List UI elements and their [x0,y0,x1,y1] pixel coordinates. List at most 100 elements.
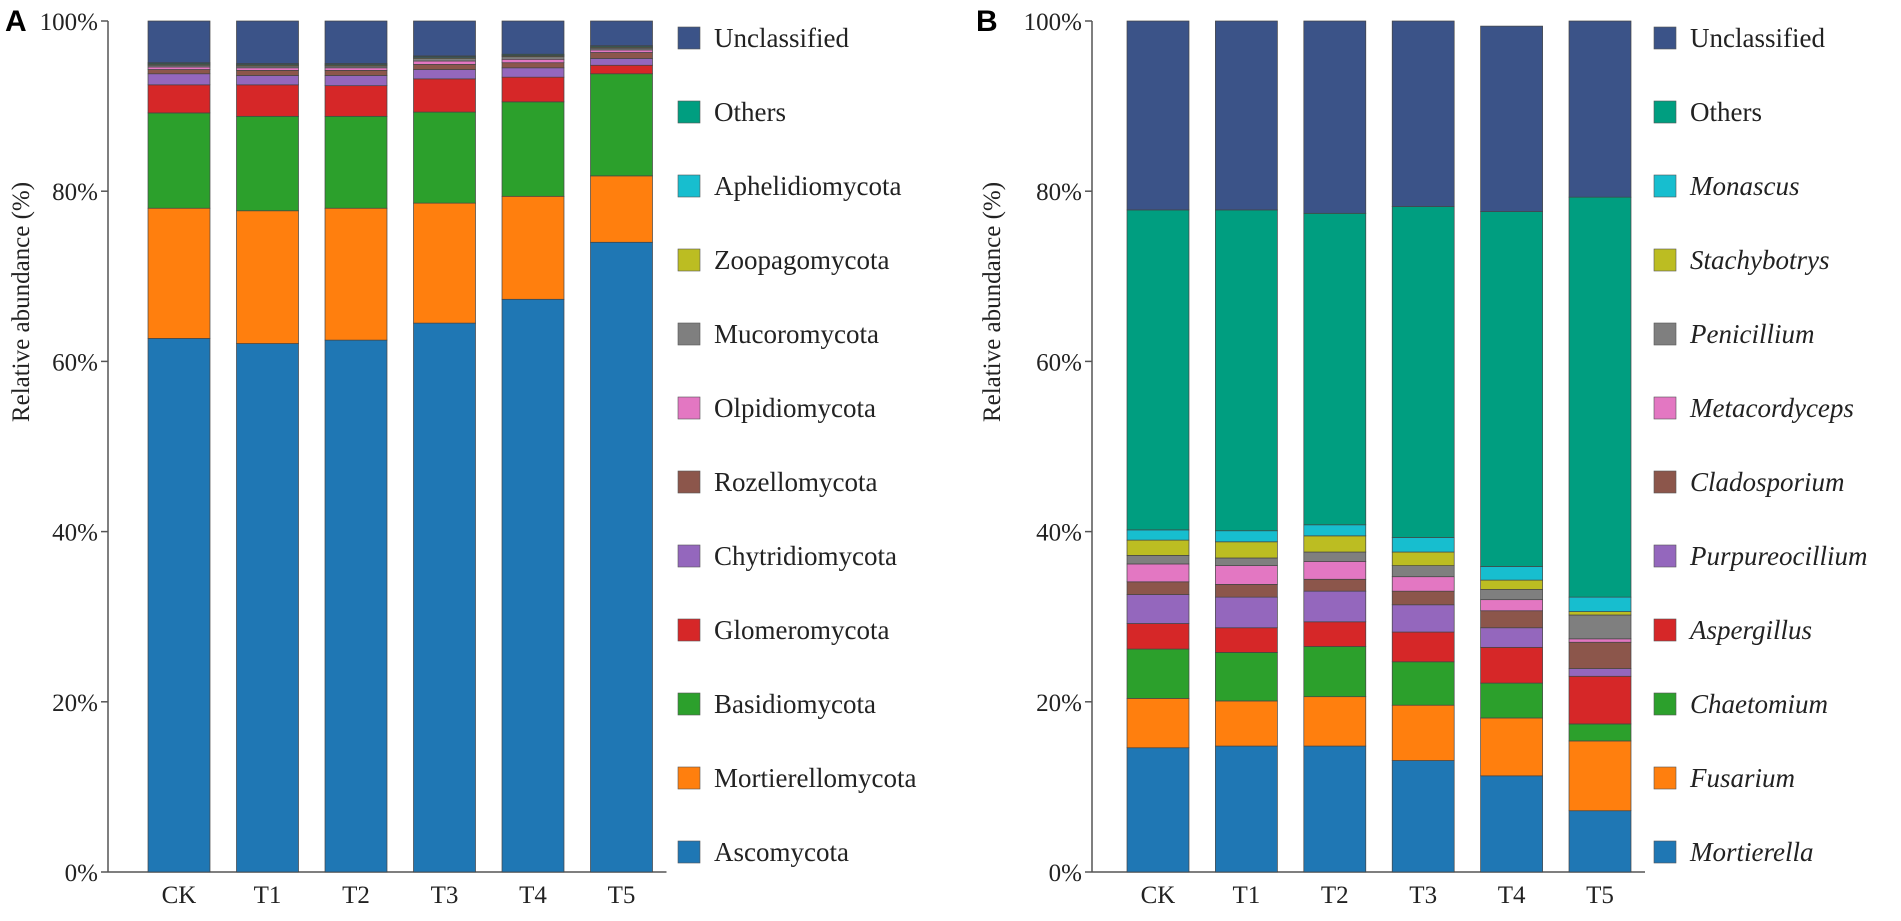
panel-a-bar-segment-t1-rozellomycota [236,70,299,76]
panel-a-legend-swatch-rozellomycota [677,470,701,494]
panel-a-bar-segment-t4-mucoromycota [501,56,565,60]
panel-b-bar-segment-t5-chaetomium [1568,723,1632,742]
panel-b-bar-segment-t1-others [1215,209,1278,532]
panel-b-bar-segment-t2-stachybotrys [1303,535,1367,553]
panel-a-legend-swatch-glomeromycota [677,618,701,642]
panel-a-legend-swatch-chytridiomycota [677,544,701,568]
panel-b-legend-swatch-others [1653,100,1677,124]
panel-a-bar-segment-t3-chytridiomycota [413,69,476,80]
panel-a-legend-swatch-basidiomycota [677,692,701,716]
panel-a-bar-segment-t3-mucoromycota [413,58,476,62]
panel-a-y-tick-label: 0% [65,860,98,887]
panel-b-bar-segment-ck-mortierella [1126,747,1190,873]
panel-a-bar-segment-t5-unclassified [590,20,653,47]
panel-a-legend-swatch-olpidiomycota [677,396,701,420]
panel-b-bar-segment-ck-chaetomium [1126,648,1190,699]
panel-b-legend-label-monascus: Monascus [1689,171,1800,201]
panel-b-bar-segment-t1-metacordyceps [1215,565,1278,585]
panel-b-letter: B [976,5,998,38]
panel-b-legend-label-chaetomium: Chaetomium [1690,689,1828,719]
panel-a-bar-segment-ck-mortierellomycota [147,207,211,339]
panel-a-y-tick-label: 20% [52,690,98,717]
panel-b-bar-segment-t2-monascus [1303,524,1367,537]
panel-b-bar-segment-t2-metacordyceps [1303,561,1367,580]
panel-a-bar-segment-ck-unclassified [147,20,211,64]
panel-a-legend-swatch-zoopagomycota [677,248,701,272]
panel-a-bar-segment-t5-olpidiomycota [590,49,653,53]
panel-b-legend-label-unclassified: Unclassified [1690,23,1825,53]
panel-b-bar-segment-t1-mortierella [1215,745,1278,873]
panel-b-bar-segment-t5-penicillium [1568,614,1632,640]
panel-a-bar-segment-t1-basidiomycota [236,115,299,212]
panel-a-bar-segment-t3-ascomycota [413,322,476,873]
panel-a-y-tick-label: 80% [52,179,98,206]
panel-a-x-tick-labels: CK T1 T2 T3 T4 T5 [162,882,636,909]
panel-b-bar-segment-t4-cladosporium [1480,610,1543,629]
panel-a-legend-label-basidiomycota: Basidiomycota [714,689,876,719]
panel-b-bar-segment-t4-unclassified [1480,25,1543,212]
panel-a-legend-label-olpidiomycota: Olpidiomycota [714,393,876,423]
panel-a-bar-segment-t1-olpidiomycota [236,67,299,71]
panel-a-legend-label-mucoromycota: Mucoromycota [714,319,879,349]
panel-b-bar-segment-t2-purpureocillium [1303,590,1367,623]
panel-b-bar-segment-t3-cladosporium [1391,590,1455,606]
panel-b-bar-segment-t2-others [1303,212,1367,526]
panel-b-y-tick-label: 20% [1036,690,1082,717]
panel-b-bar-segment-t4-metacordyceps [1480,599,1543,612]
panel-b-bar-segment-t3-stachybotrys [1391,551,1455,566]
panel-a-bar-segment-t2-chytridiomycota [324,75,388,87]
panel-b-bar-segment-t1-purpureocillium [1215,596,1278,629]
panel-b-bar-segment-t3-fusarium [1391,704,1455,761]
panel-a-bar-segment-t5-mortierellomycota [590,175,653,243]
panel-b-bar-segment-ck-fusarium [1126,698,1190,749]
panel-a-bar-segment-t3-mortierellomycota [413,202,476,324]
panel-b-bar-segment-t4-monascus [1480,566,1543,581]
panel-a-bar-segment-t2-ascomycota [324,339,388,873]
panel-a-y-tick-label: 100% [40,9,98,36]
panel-b-bar-segment-t4-fusarium [1480,717,1543,777]
panel-b-bar-segment-t2-cladosporium [1303,578,1367,592]
panel-b-bar-segment-t1-stachybotrys [1215,541,1278,559]
panel-a-y-ticks: 0% 20% 40% 60% 80% 100% [40,9,108,887]
panel-b-bar-segment-t1-chaetomium [1215,652,1278,702]
panel-b-bar-segment-t3-monascus [1391,537,1455,553]
panel-a-bar-segment-ck-chytridiomycota [147,73,211,86]
panel-b-legend-label-fusarium: Fusarium [1689,763,1795,793]
panel-b-x-tick-label-t2: T2 [1321,882,1349,909]
panel-a-bar-segment-t4-unclassified [501,20,565,55]
panel-b-bar-segment-t2-mortierella [1303,745,1367,873]
panel-b-bar-segment-t3-metacordyceps [1391,576,1455,592]
panel-b-bar-segment-t3-unclassified [1391,20,1455,207]
panel-b-bar-segment-ck-unclassified [1126,20,1190,211]
panel-a-bar-segment-t5-rozellomycota [590,52,653,59]
panel-a-legend-label-ascomycota: Ascomycota [714,837,849,867]
panel-b-bar-segment-t1-monascus [1215,530,1278,543]
panel-a-bar-segment-t2-olpidiomycota [324,67,388,71]
panel-b-bar-segment-t5-others [1568,196,1632,598]
panel-a-x-tick-label-t5: T5 [608,882,636,909]
panel-b-legend: Mortierella Fusarium Chaetomium Aspergillus… [1653,23,1867,867]
panel-a-bar-segment-t1-chytridiomycota [236,75,299,86]
panel-a-bars [147,20,653,873]
panel-a-legend: Ascomycota Mortierellomycota Basidiomycota… [677,23,916,867]
panel-b-y-ticks: 0% 20% 40% 60% 80% 100% [1024,9,1092,887]
panel-a-bar-segment-t4-rozellomycota [501,62,565,69]
panel-b-bar-segment-t5-metacordyceps [1568,638,1632,643]
panel-b-bar-segment-t5-cladosporium [1568,641,1632,669]
panel-a-bar-segment-t4-basidiomycota [501,101,565,197]
panel-b-legend-label-stachybotrys: Stachybotrys [1690,245,1829,275]
panel-a-bar-segment-t1-unclassified [236,20,299,64]
panel-b-bar-segment-ck-penicillium [1126,555,1190,565]
panel-b-x-tick-label-t4: T4 [1498,882,1526,909]
panel-a-legend-swatch-mortierellomycota [677,766,701,790]
panel-b-bar-segment-ck-cladosporium [1126,581,1190,595]
panel-b-legend-label-penicillium: Penicillium [1689,319,1814,349]
panel-a-letter: A [5,5,27,38]
panel-a-bar-segment-t4-glomeromycota [501,76,565,103]
panel-b-legend-swatch-penicillium [1653,322,1677,346]
panel-b-y-tick-label: 100% [1024,9,1082,36]
panel-a-bar-segment-ck-rozellomycota [147,69,211,75]
panel-b-legend-label-purpureocillium: Purpureocillium [1689,541,1867,571]
panel-b-x-tick-label-t1: T1 [1233,882,1261,909]
